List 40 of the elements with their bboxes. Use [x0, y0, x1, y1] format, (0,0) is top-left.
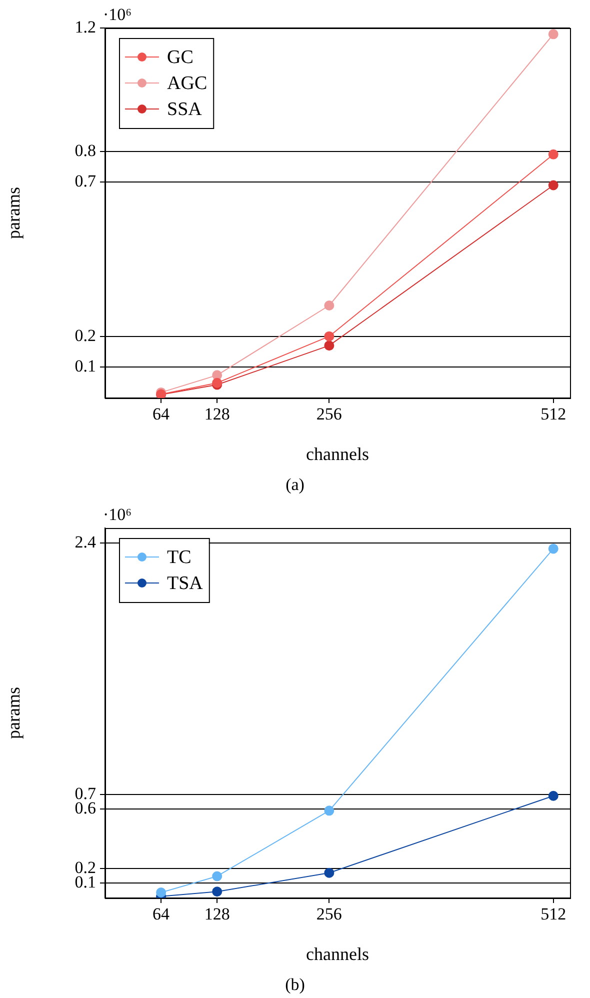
- x-tick-label: 256: [316, 404, 342, 424]
- y-tick-label: 1.2: [74, 17, 96, 36]
- legend-label: TSA: [167, 572, 204, 594]
- point: [548, 790, 558, 801]
- y-axis-title: params: [4, 687, 24, 739]
- text: ·10⁶: [103, 4, 132, 24]
- y-tick-label: 2.4: [74, 532, 96, 552]
- point: [324, 806, 334, 816]
- point: [548, 149, 558, 160]
- point: [324, 300, 334, 310]
- legend-label: SSA: [167, 98, 202, 120]
- text: (a): [284, 474, 306, 496]
- legend-label: AGC: [167, 72, 208, 94]
- y-axis-title: params: [4, 187, 24, 239]
- x-tick-label: 128: [204, 904, 230, 924]
- x-tick-label: 256: [316, 904, 342, 924]
- y-tick-label: 0.7: [74, 172, 96, 191]
- x-tick-label: 64: [152, 904, 170, 924]
- point: [212, 871, 222, 882]
- y-tick-label: 0.1: [74, 356, 96, 376]
- x-tick-label: 512: [540, 404, 566, 424]
- x-axis-title: channels: [306, 444, 369, 464]
- x-axis-title: channels: [306, 944, 369, 964]
- text: ·10⁶: [103, 504, 132, 524]
- legend-label: TC: [167, 546, 192, 568]
- point: [324, 331, 334, 342]
- point: [324, 340, 334, 351]
- x-tick-label: 128: [204, 404, 230, 424]
- point: [548, 544, 558, 554]
- text: (b): [284, 974, 306, 996]
- point: [324, 868, 334, 878]
- point: [548, 180, 558, 190]
- y-tick-label: 0.8: [74, 140, 96, 160]
- y-tick-label: 0.2: [74, 326, 96, 345]
- point: [156, 888, 166, 898]
- point: [548, 29, 558, 40]
- x-tick-label: 512: [540, 904, 566, 924]
- point: [212, 886, 222, 897]
- x-tick-label: 64: [152, 404, 170, 424]
- legend-label: GC: [167, 46, 194, 68]
